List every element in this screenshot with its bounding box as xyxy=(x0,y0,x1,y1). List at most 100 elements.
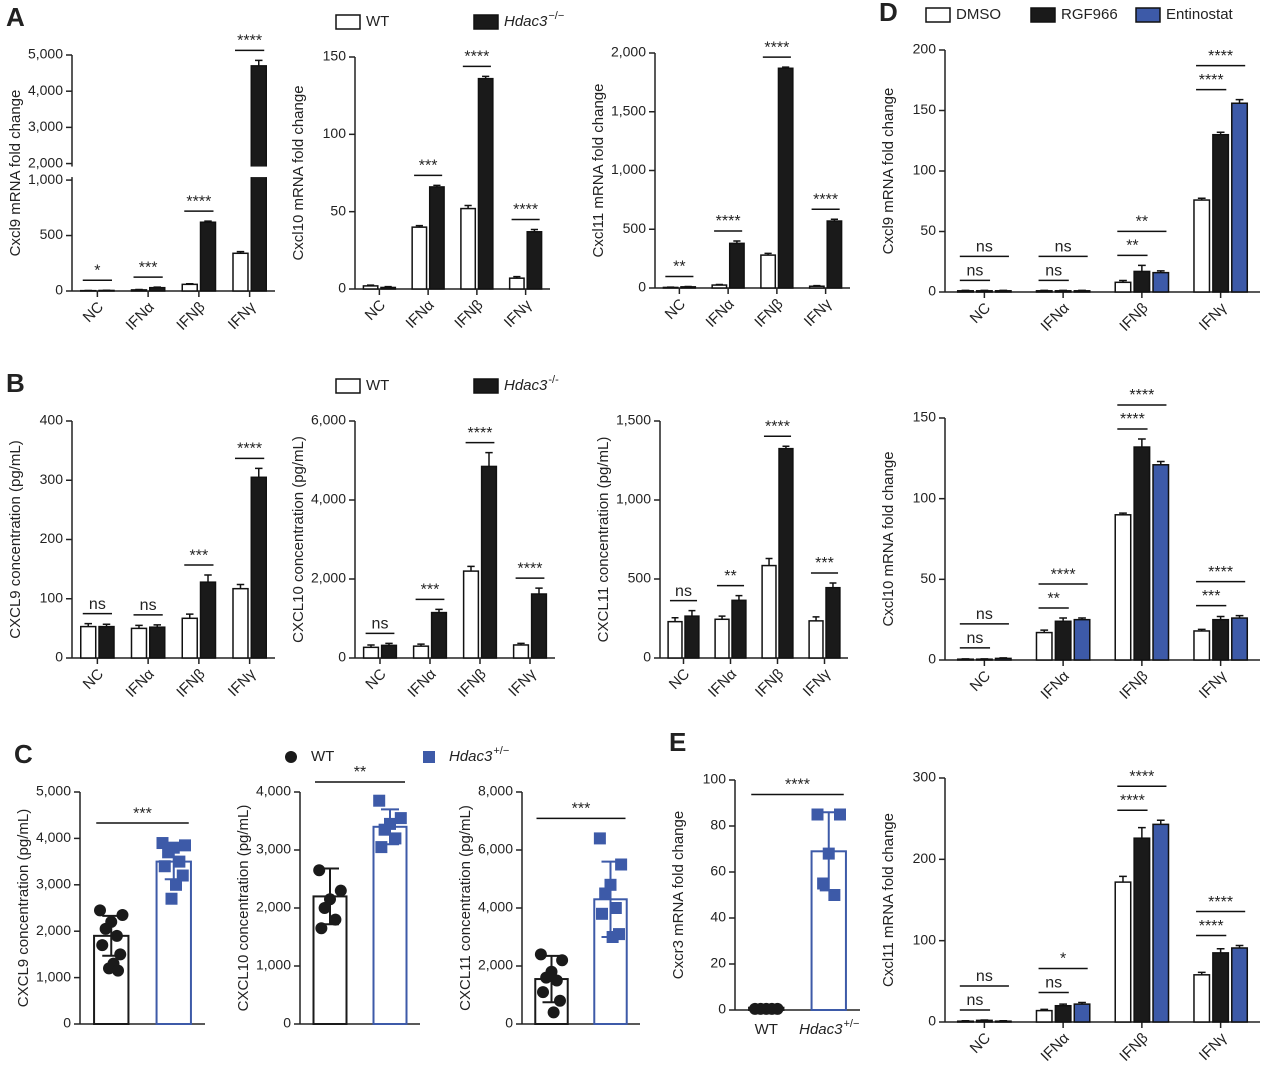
bar xyxy=(1152,464,1170,661)
y-tick-label: 0 xyxy=(928,651,936,667)
error-bar xyxy=(1216,948,1225,953)
error-bar xyxy=(1235,614,1244,619)
x-tick-label: IFNγ xyxy=(501,296,536,331)
significance-label: **** xyxy=(468,425,493,442)
y-tick-label: 0 xyxy=(338,280,346,296)
significance-label: ns xyxy=(1045,263,1062,280)
point xyxy=(593,832,606,845)
bar xyxy=(149,286,166,292)
error-bar xyxy=(1040,629,1049,633)
significance-label: ns xyxy=(1055,239,1072,256)
error-bar xyxy=(1059,1003,1067,1006)
significance-label: **** xyxy=(1129,387,1154,404)
x-tick-label: NC xyxy=(662,296,689,323)
y-axis-label: Cxcl11 mRNA fold change xyxy=(590,84,607,258)
bar xyxy=(1231,102,1249,293)
error-bar xyxy=(204,574,212,583)
point xyxy=(596,907,609,920)
bar xyxy=(667,620,683,659)
y-tick-label: 300 xyxy=(40,471,64,487)
error-bar xyxy=(1156,819,1165,825)
y-tick-label: 150 xyxy=(913,409,937,425)
bar xyxy=(684,615,700,659)
error-bar xyxy=(1059,617,1067,622)
bar xyxy=(1212,952,1230,1023)
bar xyxy=(808,285,825,289)
x-tick-label: NC xyxy=(967,668,994,695)
x-tick-label: WT xyxy=(755,1021,778,1038)
panel-letter: B xyxy=(6,368,25,398)
bar xyxy=(1193,199,1211,293)
significance-label: *** xyxy=(133,805,152,822)
y-tick-label: 0 xyxy=(638,279,646,295)
y-axis-label: Cxcl10 mRNA fold change xyxy=(290,85,307,260)
significance-label: **** xyxy=(813,191,838,208)
bar xyxy=(1193,974,1211,1023)
y-tick-label: 4,000 xyxy=(28,82,63,98)
y-tick-label: 4,000 xyxy=(36,829,71,845)
error-bar xyxy=(1216,615,1225,620)
bar xyxy=(362,646,380,659)
point xyxy=(599,887,612,900)
bar xyxy=(380,286,397,290)
error-bar xyxy=(485,451,493,467)
x-tick-label: NC xyxy=(967,1030,994,1057)
y-axis-label: Cxcl9 mRNA fold change xyxy=(7,90,24,257)
error-bar xyxy=(1119,512,1127,515)
x-tick-label: IFNγ xyxy=(1196,667,1231,702)
significance-label: *** xyxy=(419,158,438,175)
error-bar xyxy=(1078,1001,1086,1005)
y-tick-label: 0 xyxy=(63,1015,71,1031)
significance-label: ns xyxy=(140,597,157,614)
error-bar xyxy=(1119,279,1127,283)
bar xyxy=(181,283,198,292)
legend-label-sup: +/− xyxy=(493,745,509,757)
error-bar xyxy=(435,608,443,613)
error-bar xyxy=(255,467,263,478)
legend-swatch xyxy=(473,14,499,30)
point xyxy=(313,864,326,877)
significance-label: ns xyxy=(372,616,389,633)
y-tick-label: 500 xyxy=(623,220,647,236)
y-tick-label: 50 xyxy=(920,570,936,586)
x-tick-label: IFNγ xyxy=(801,295,836,330)
x-tick-label: IFNα xyxy=(404,665,439,700)
y-tick-label: 6,000 xyxy=(478,841,513,857)
y-tick-label: 1,000 xyxy=(256,957,291,973)
bar xyxy=(1114,281,1132,293)
point xyxy=(811,808,824,821)
y-tick-label: 50 xyxy=(920,222,936,238)
sd-bar xyxy=(542,954,561,1004)
error-bar xyxy=(415,224,423,228)
x-tick-label: IFNγ xyxy=(1196,1029,1231,1064)
error-bar xyxy=(185,613,194,619)
bar xyxy=(1114,881,1132,1023)
point xyxy=(334,884,347,897)
y-tick-label: 0 xyxy=(718,1001,726,1017)
error-bar xyxy=(185,283,194,285)
y-tick-label: 0 xyxy=(283,1015,291,1031)
bar xyxy=(1231,947,1249,1023)
y-tick-label: 1,000 xyxy=(616,491,651,507)
bar xyxy=(428,186,445,290)
bar xyxy=(477,77,494,290)
error-bar xyxy=(1138,826,1146,839)
legend-label-sup: -/- xyxy=(548,374,559,386)
bar xyxy=(760,254,777,289)
y-tick-label: 3,000 xyxy=(28,118,63,134)
point xyxy=(817,877,830,890)
y-tick-label: 5,000 xyxy=(28,46,63,62)
significance-label: **** xyxy=(464,49,489,66)
bar xyxy=(1212,618,1230,661)
y-tick-label: 3,000 xyxy=(36,876,71,892)
point xyxy=(537,986,550,999)
y-tick-label: 300 xyxy=(913,769,937,785)
error-bar xyxy=(671,616,679,622)
sd-bar xyxy=(819,811,838,892)
error-bar xyxy=(715,283,723,286)
error-bar xyxy=(535,587,543,595)
bar xyxy=(1114,514,1132,661)
point xyxy=(547,1006,560,1019)
bar xyxy=(728,242,745,289)
